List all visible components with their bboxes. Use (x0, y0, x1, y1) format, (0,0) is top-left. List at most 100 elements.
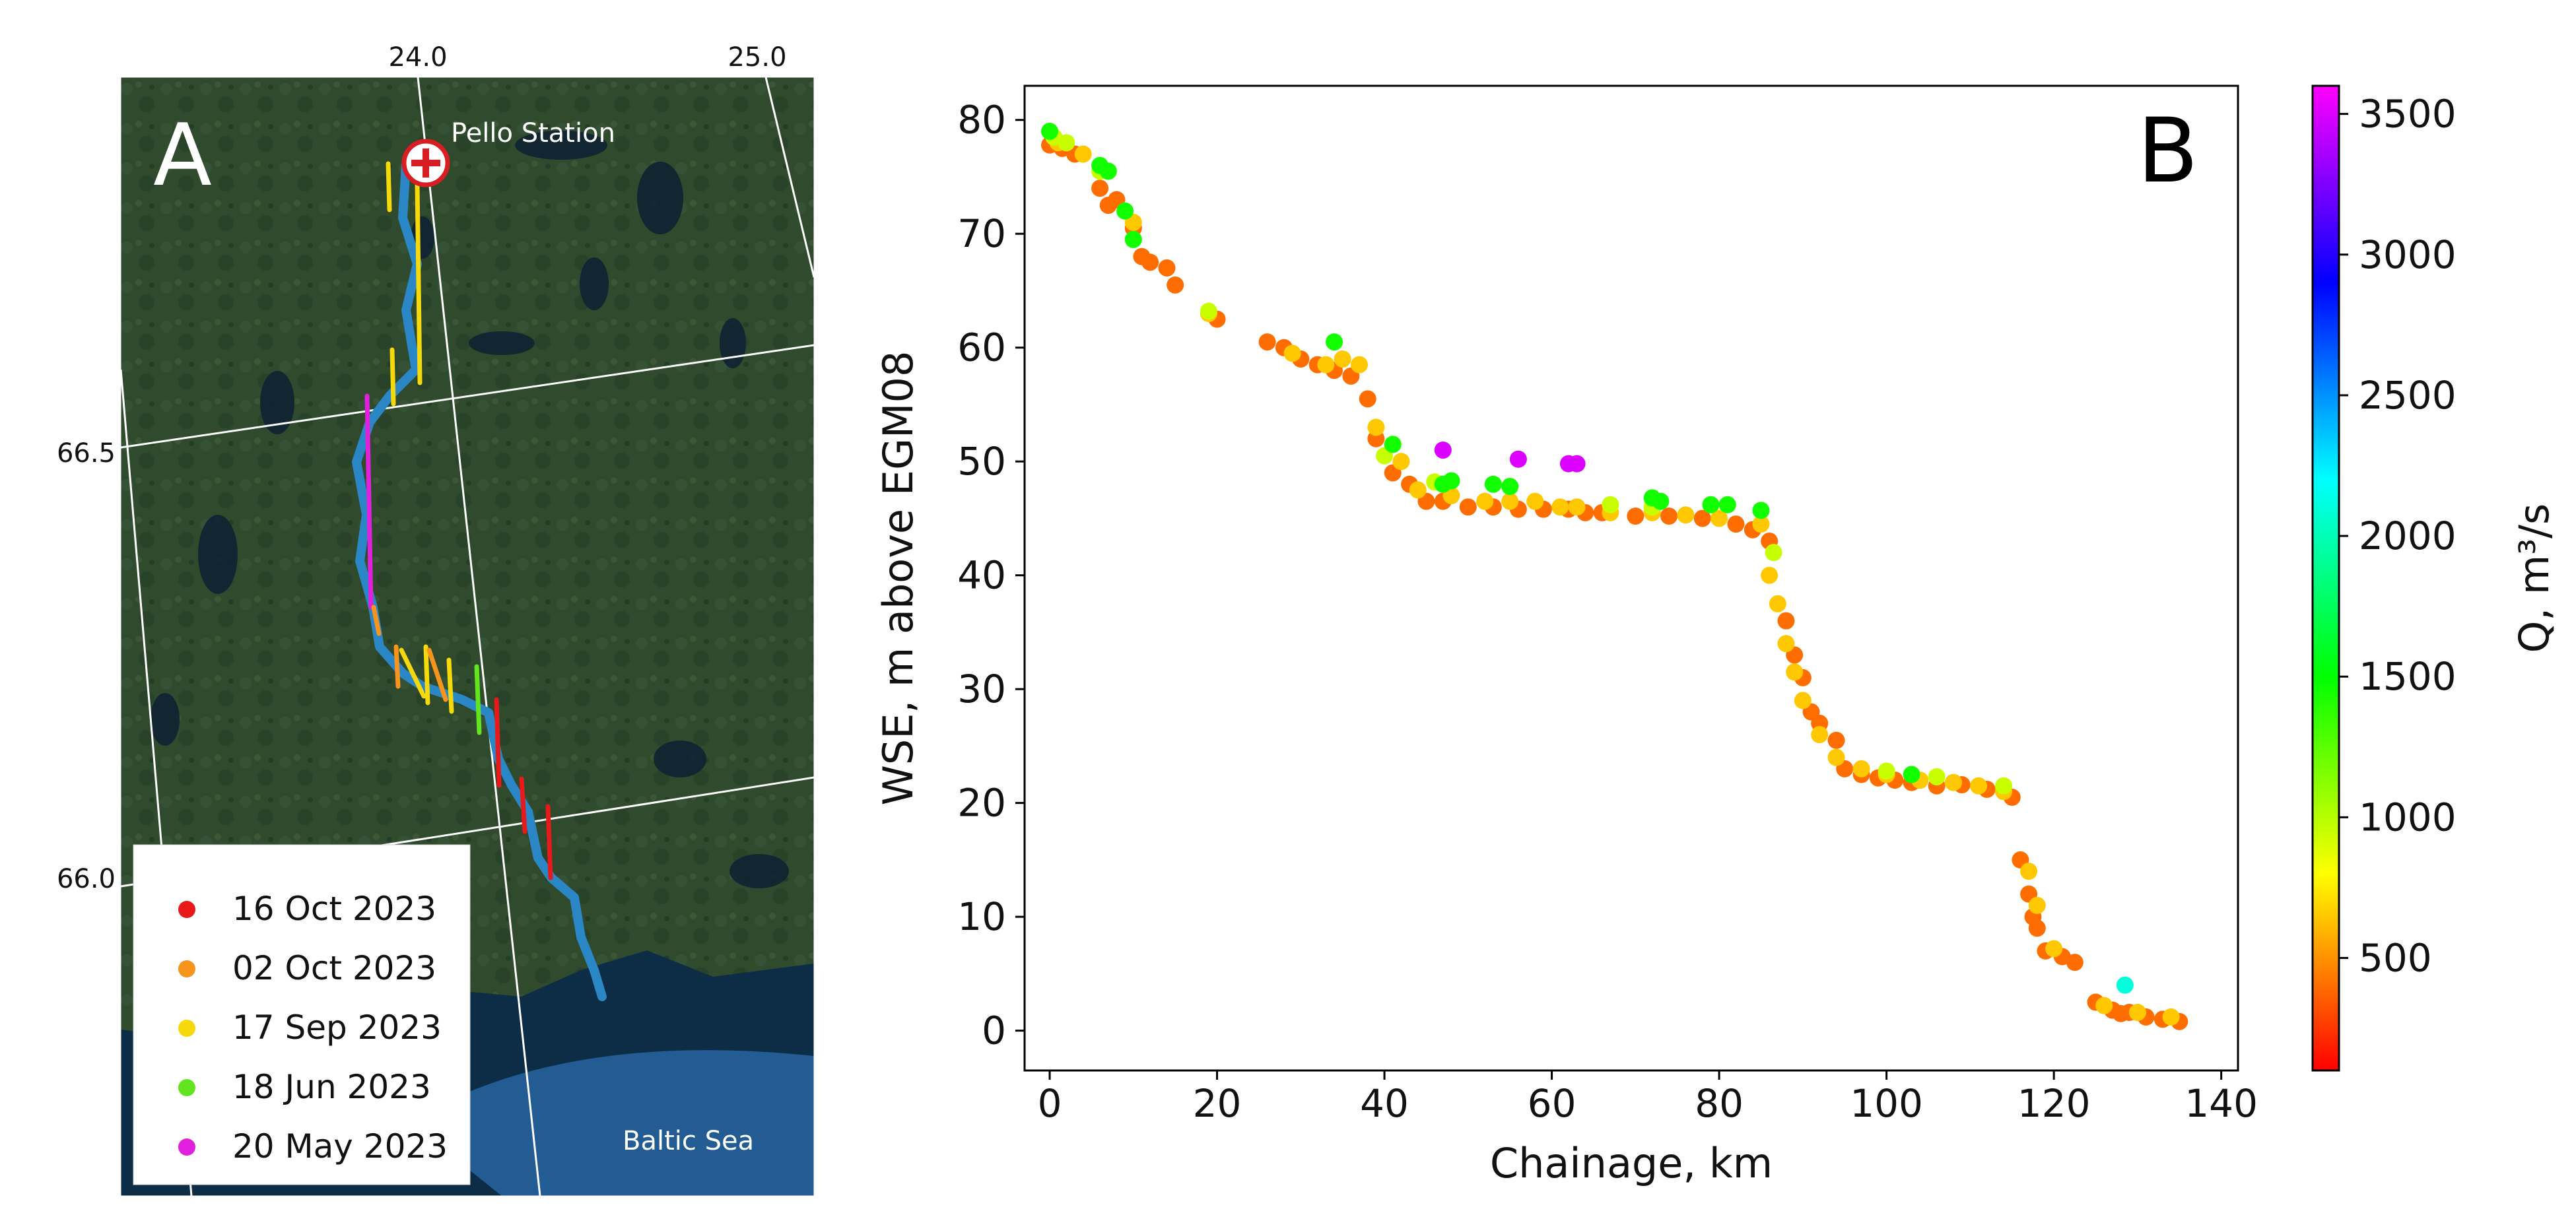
legend-marker (178, 1079, 195, 1096)
data-point (1852, 760, 1870, 777)
data-point (1283, 345, 1301, 362)
data-point (1777, 635, 1795, 653)
y-tick-label: 40 (957, 553, 1006, 598)
data-point (1761, 566, 1779, 584)
data-point (1359, 390, 1376, 408)
legend-item: 17 Sep 2023 (178, 1008, 442, 1047)
data-point (1827, 748, 1845, 766)
data-point (1752, 502, 1770, 519)
data-point (1827, 731, 1845, 749)
sea-label: Baltic Sea (623, 1126, 754, 1156)
data-point (1702, 496, 1720, 513)
legend-marker (178, 1020, 195, 1037)
lat-tick-66-0: 66.0 (57, 864, 116, 894)
legend-marker (178, 960, 195, 977)
data-point (1945, 773, 1963, 791)
data-point (1484, 475, 1502, 493)
data-point (1258, 333, 1276, 351)
data-point (1928, 768, 1946, 785)
plot-frame (1023, 84, 2239, 1072)
x-tick-label: 100 (1850, 1081, 1923, 1126)
data-point (1786, 663, 1804, 681)
y-tick-label: 50 (957, 439, 1006, 484)
data-point (1501, 478, 1519, 496)
x-tick-label: 60 (1528, 1081, 1576, 1126)
data-point (1091, 180, 1109, 197)
lon-tick-25: 25.0 (728, 42, 786, 73)
data-point (1711, 510, 1728, 527)
panel-a-label: A (153, 105, 212, 205)
data-point (1693, 510, 1711, 527)
panel-b-label: B (2137, 99, 2198, 203)
lon-tick-24: 24.0 (388, 42, 447, 73)
data-point (1367, 418, 1385, 436)
data-point (1769, 595, 1786, 612)
legend-item: 20 May 2023 (178, 1127, 448, 1166)
data-point (1158, 259, 1176, 277)
colorbar (2311, 84, 2340, 1072)
data-point (1326, 333, 1343, 351)
data-point (1727, 515, 1745, 533)
lakes (151, 131, 789, 888)
svg-text:02 Oct 2023: 02 Oct 2023 (232, 949, 436, 987)
data-point (1551, 498, 1569, 516)
data-point (1509, 450, 1527, 468)
x-tick-label: 140 (2185, 1081, 2258, 1126)
data-point (1660, 507, 1678, 525)
data-point (1677, 506, 1695, 524)
data-point (1442, 472, 1460, 490)
colorbar-label: Q, m³/s (2510, 504, 2558, 653)
svg-text:16 Oct 2023: 16 Oct 2023 (232, 890, 436, 928)
data-point (1718, 496, 1736, 513)
svg-text:17 Sep 2023: 17 Sep 2023 (232, 1008, 442, 1047)
map-legend: 16 Oct 2023 02 Oct 2023 17 Sep 2023 18 J… (133, 844, 471, 1185)
data-point (1777, 612, 1795, 630)
x-tick-label: 0 (1038, 1081, 1062, 1126)
data-point (1384, 436, 1402, 453)
x-tick-label: 20 (1193, 1081, 1242, 1126)
colorbar-tick-label: 2500 (2359, 373, 2457, 418)
data-point (2028, 896, 2046, 914)
data-point (2045, 940, 2063, 958)
map-panel: Pello Station A Baltic Sea 24.0 25.0 66.… (57, 42, 815, 1197)
x-tick-label: 80 (1695, 1081, 1744, 1126)
data-point (1351, 356, 1369, 374)
y-tick-label: 20 (957, 781, 1006, 826)
svg-text:18 Jun 2023: 18 Jun 2023 (232, 1068, 431, 1106)
colorbar-tick-label: 1000 (2359, 795, 2457, 839)
legend-marker (178, 901, 195, 918)
y-tick-label: 0 (982, 1008, 1006, 1053)
svg-text:20 May 2023: 20 May 2023 (232, 1127, 448, 1166)
y-tick-label: 30 (957, 667, 1006, 711)
data-point (2095, 997, 2113, 1014)
legend-item: 18 Jun 2023 (178, 1068, 431, 1106)
legend-item: 16 Oct 2023 (178, 890, 436, 928)
data-point (1099, 162, 1117, 180)
data-point (1568, 455, 1586, 473)
data-point (2116, 976, 2134, 994)
data-point (1811, 726, 1829, 744)
data-point (2066, 954, 2084, 971)
data-point (2162, 1008, 2180, 1026)
data-point (2020, 863, 2038, 880)
x-tick-label: 120 (2017, 1081, 2091, 1126)
data-point (1116, 202, 1134, 220)
data-point (1476, 492, 1494, 510)
colorbar-tick-label: 3500 (2359, 92, 2457, 137)
data-point (1970, 777, 1988, 795)
data-point (1392, 453, 1410, 471)
data-point (1652, 492, 1670, 510)
data-points (1041, 122, 2188, 1030)
altimetry-tracks (364, 161, 553, 880)
colorbar-tick-label: 2000 (2359, 513, 2457, 558)
data-point (1794, 692, 1812, 709)
y-tick-label: 60 (957, 325, 1006, 370)
data-point (1627, 507, 1644, 525)
data-point (1167, 276, 1184, 294)
data-point (1074, 145, 1092, 163)
lat-tick-66-5: 66.5 (57, 438, 116, 469)
data-point (1752, 515, 1770, 533)
scatter-chart: 0 20 40 60 80 100 120 140 0 10 20 30 40 50 60 70 80 Chain… (874, 84, 2558, 1187)
data-point (1602, 496, 1619, 513)
data-point (2128, 1004, 2146, 1022)
